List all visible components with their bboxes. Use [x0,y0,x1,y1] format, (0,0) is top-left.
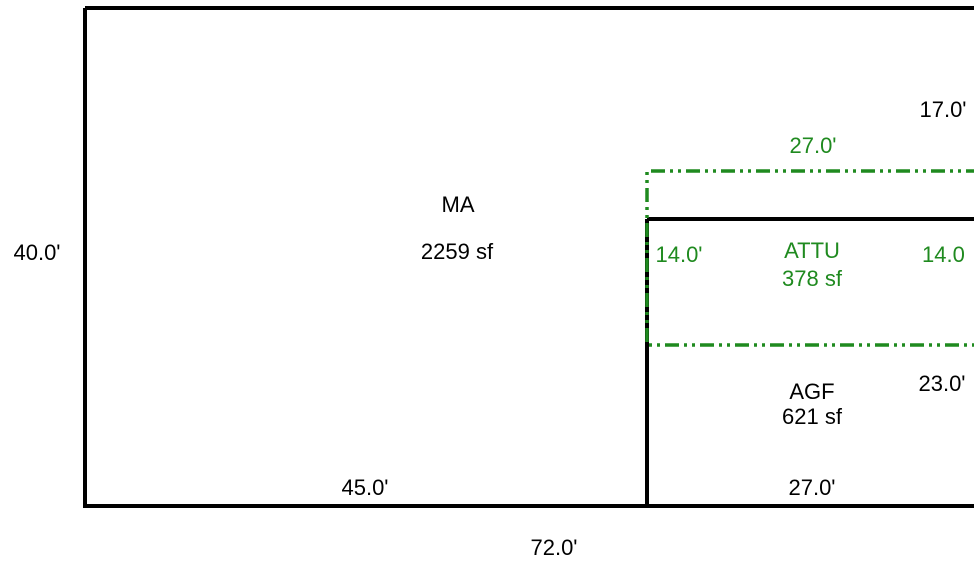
right-lower-dimension: 23.0' [918,371,965,396]
attu-name-label: ATTU [784,238,840,263]
right-upper-dimension: 17.0' [919,97,966,122]
agf-bottom-dimension: 27.0' [788,475,835,500]
overall-height-dimension: 40.0' [13,240,60,265]
attu-top-dimension: 27.0' [789,133,836,158]
ma-bottom-dimension: 45.0' [341,475,388,500]
overall-width-dimension: 72.0' [530,535,577,560]
agf-name-label: AGF [789,379,834,404]
attu-outline [645,169,974,347]
attu-area-label: 378 sf [782,266,843,291]
attu-left-dimension: 14.0' [655,242,702,267]
ma-area-label: 2259 sf [421,239,494,264]
ma-name-label: MA [442,192,475,217]
building-outline [83,6,974,508]
attu-right-dimension: 14.0 [922,242,965,267]
agf-area-label: 621 sf [782,404,843,429]
